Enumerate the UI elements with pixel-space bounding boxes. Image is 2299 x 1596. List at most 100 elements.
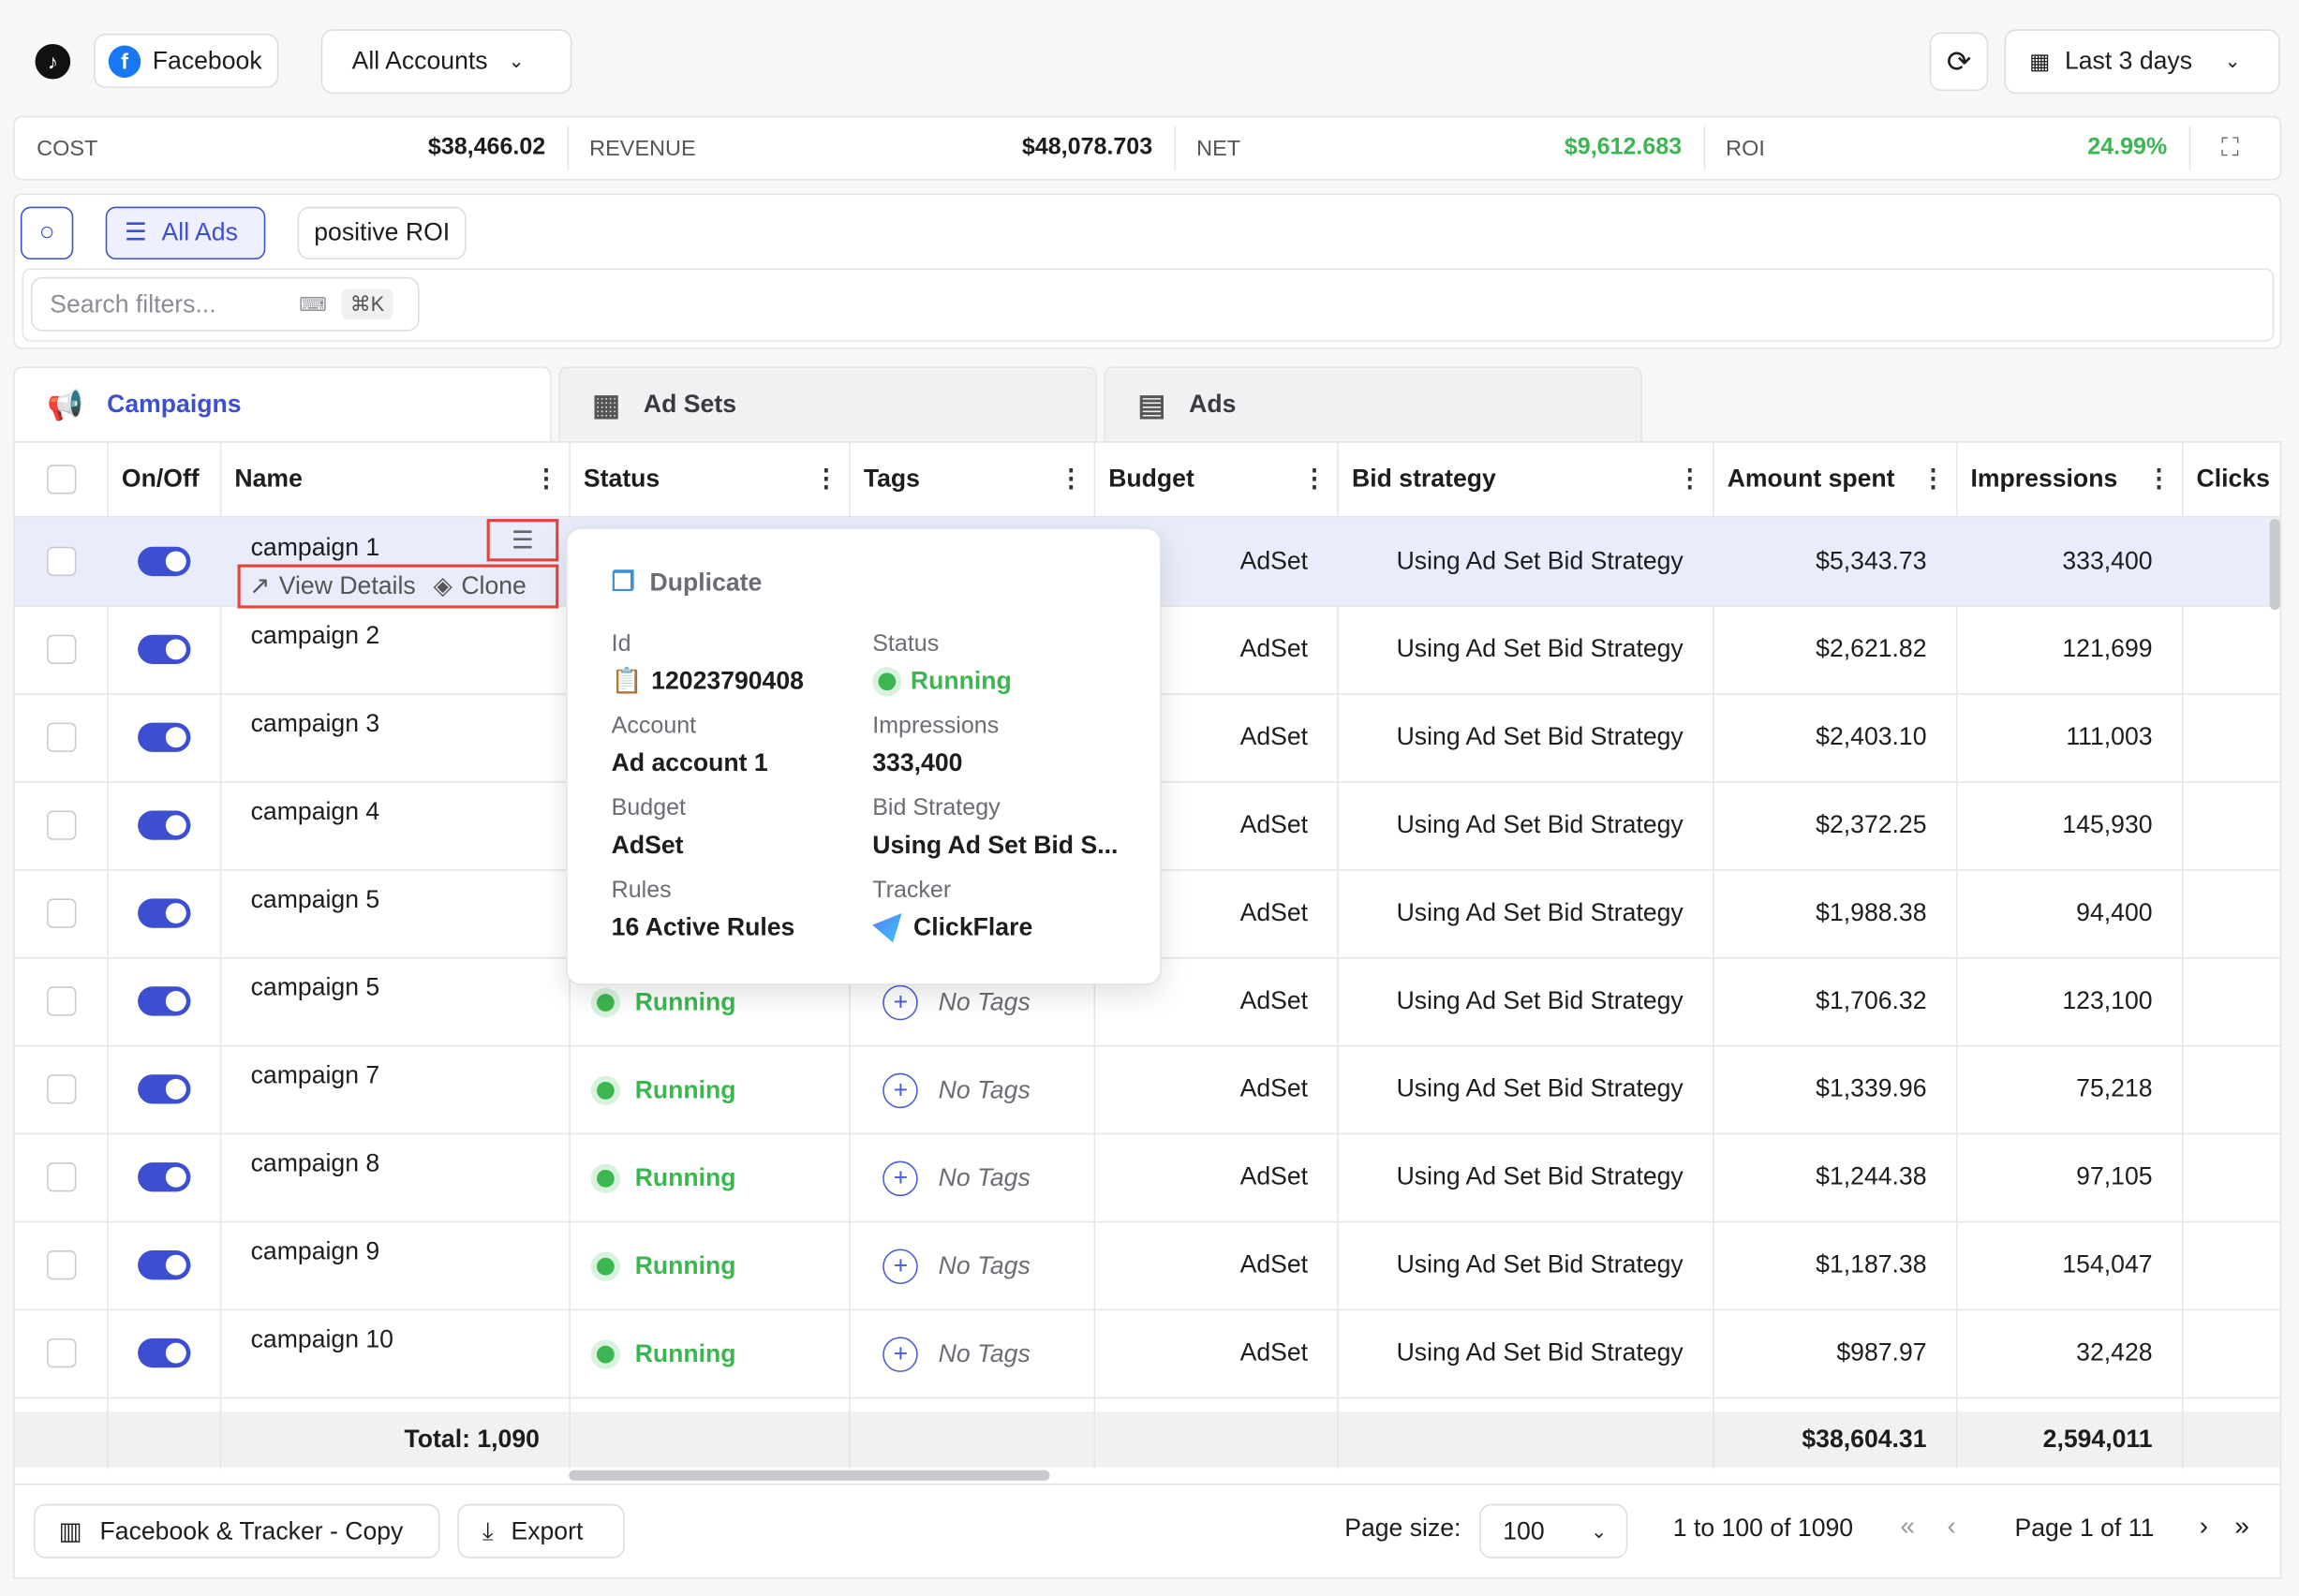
row-divider bbox=[14, 1220, 2280, 1223]
add-tag[interactable]: + bbox=[883, 1337, 918, 1372]
prev-page[interactable]: ‹ bbox=[1947, 1511, 1956, 1541]
tags-cell: + No Tags bbox=[883, 1221, 1031, 1312]
view-label: Facebook & Tracker - Copy bbox=[99, 1516, 404, 1544]
add-tag[interactable]: + bbox=[883, 984, 918, 1021]
row-divider bbox=[14, 1396, 2280, 1399]
screenshot-icon[interactable]: ⛶ bbox=[2221, 133, 2239, 162]
footer: ▥ Facebook & Tracker - Copy ⤓ Export Page … bbox=[13, 1485, 2282, 1579]
checkbox[interactable] bbox=[46, 546, 76, 577]
add-tag[interactable]: + bbox=[883, 1072, 918, 1109]
tags: No Tags bbox=[938, 987, 1031, 1016]
checkbox-cell bbox=[15, 517, 108, 605]
amount-spent: $5,343.73 bbox=[1816, 546, 1927, 575]
toggle[interactable] bbox=[137, 546, 190, 577]
toggle[interactable] bbox=[137, 898, 190, 928]
toggle[interactable] bbox=[137, 1074, 190, 1104]
column-menu[interactable]: ⋮ bbox=[1059, 465, 1084, 493]
status-dot bbox=[590, 1339, 621, 1369]
column-divider bbox=[1337, 442, 1339, 1470]
checkbox[interactable] bbox=[46, 1074, 76, 1104]
campaign-name: campaign 1 bbox=[250, 533, 380, 562]
toggle[interactable] bbox=[137, 1162, 190, 1192]
total-amount: $38,604.31 bbox=[1802, 1425, 1927, 1454]
view-details[interactable]: View Details bbox=[278, 571, 416, 600]
filter-chip[interactable]: ☰ All Ads bbox=[105, 206, 266, 260]
clone[interactable]: Clone bbox=[461, 571, 527, 600]
tab-label: Ads bbox=[1189, 390, 1237, 419]
toggle[interactable] bbox=[137, 810, 190, 840]
tab[interactable]: ▤ Ads bbox=[1104, 366, 1642, 442]
column-divider bbox=[219, 1411, 222, 1468]
checkbox[interactable] bbox=[46, 1337, 76, 1368]
column-menu[interactable]: ⋮ bbox=[1301, 465, 1327, 493]
column-menu[interactable]: ⋮ bbox=[1921, 465, 1946, 493]
tab[interactable]: ▦ Ad Sets bbox=[558, 366, 1097, 442]
summary-value: $38,466.02 bbox=[427, 134, 546, 160]
column-header: Bid strategy bbox=[1352, 465, 1496, 493]
status-cell: Running bbox=[590, 1309, 736, 1400]
checkbox[interactable] bbox=[46, 1162, 76, 1192]
tiktok-icon[interactable]: ♪ bbox=[35, 43, 71, 80]
checkbox-cell bbox=[15, 693, 108, 781]
first-page[interactable]: « bbox=[1900, 1511, 1916, 1541]
view-button[interactable]: ▥ Facebook & Tracker - Copy bbox=[33, 1503, 440, 1559]
toggle[interactable] bbox=[137, 634, 190, 664]
checkbox[interactable] bbox=[46, 810, 76, 840]
field-text: 333,400 bbox=[872, 748, 963, 777]
toggle[interactable] bbox=[137, 1337, 190, 1368]
column-divider bbox=[1955, 1411, 1958, 1468]
refresh-button[interactable]: ⟳ bbox=[1929, 32, 1989, 92]
checkbox[interactable] bbox=[46, 1250, 76, 1280]
column-divider bbox=[1337, 1411, 1339, 1468]
status-cell: Running bbox=[590, 1221, 736, 1312]
filter-chip[interactable]: positive ROI bbox=[297, 206, 467, 260]
checkbox[interactable] bbox=[46, 465, 76, 495]
status-dot bbox=[590, 1251, 621, 1281]
toggle[interactable] bbox=[137, 722, 190, 752]
column-divider bbox=[1713, 1411, 1714, 1468]
field-text: 16 Active Rules bbox=[611, 913, 795, 941]
checkbox[interactable] bbox=[46, 986, 76, 1016]
add-tag[interactable]: + bbox=[883, 1160, 918, 1197]
last-page[interactable]: » bbox=[2234, 1511, 2249, 1541]
tab[interactable]: 📢 Campaigns bbox=[13, 366, 552, 442]
filter-icon: ☰ bbox=[125, 218, 147, 246]
toggle[interactable] bbox=[137, 986, 190, 1016]
amount-spent: $987.97 bbox=[1836, 1337, 1927, 1367]
toggle-cell bbox=[107, 957, 220, 1045]
search-button[interactable]: ○ bbox=[20, 206, 74, 260]
platform-chip[interactable]: f Facebook bbox=[94, 33, 279, 88]
next-page[interactable]: › bbox=[2199, 1511, 2209, 1541]
row-divider bbox=[14, 1044, 2280, 1047]
copy-icon: ❐ bbox=[611, 567, 635, 597]
column-menu[interactable]: ⋮ bbox=[533, 465, 559, 493]
header-checkbox[interactable] bbox=[15, 443, 108, 516]
row-menu-button[interactable]: ☰ bbox=[486, 519, 559, 562]
account-select[interactable]: All Accounts ⌄ bbox=[320, 29, 572, 95]
scrollbar[interactable] bbox=[569, 1470, 1050, 1481]
column-menu[interactable]: ⋮ bbox=[813, 465, 839, 493]
date-select[interactable]: ▦ Last 3 days ⌄ bbox=[2004, 29, 2280, 95]
field-label: Impressions bbox=[872, 714, 1000, 739]
platform-label: Facebook bbox=[152, 46, 262, 75]
page-size-select[interactable]: 100 ⌄ bbox=[1479, 1503, 1628, 1559]
row-divider bbox=[14, 1308, 2280, 1311]
toggle[interactable] bbox=[137, 1250, 190, 1280]
search-input[interactable]: Search filters... ⌨ ⌘K bbox=[30, 276, 420, 332]
checkbox[interactable] bbox=[46, 634, 76, 664]
column-menu[interactable]: ⋮ bbox=[1677, 465, 1703, 493]
checkbox[interactable] bbox=[46, 722, 76, 752]
export-button[interactable]: ⤓ Export bbox=[457, 1503, 625, 1559]
amount-spent: $1,339.96 bbox=[1816, 1074, 1927, 1102]
field-label: Bid Strategy bbox=[872, 795, 1001, 821]
column-menu[interactable]: ⋮ bbox=[2146, 465, 2172, 493]
header-divider bbox=[14, 515, 2280, 518]
add-tag[interactable]: + bbox=[883, 1249, 918, 1285]
v-scrollbar[interactable] bbox=[2269, 519, 2280, 611]
duplicate-action[interactable]: ❐ Duplicate bbox=[612, 568, 763, 598]
field-text: AdSet bbox=[611, 831, 684, 860]
tab-label: Campaigns bbox=[107, 390, 242, 419]
checkbox-cell bbox=[15, 957, 108, 1045]
column-header: Budget bbox=[1108, 465, 1194, 493]
checkbox[interactable] bbox=[46, 898, 76, 928]
